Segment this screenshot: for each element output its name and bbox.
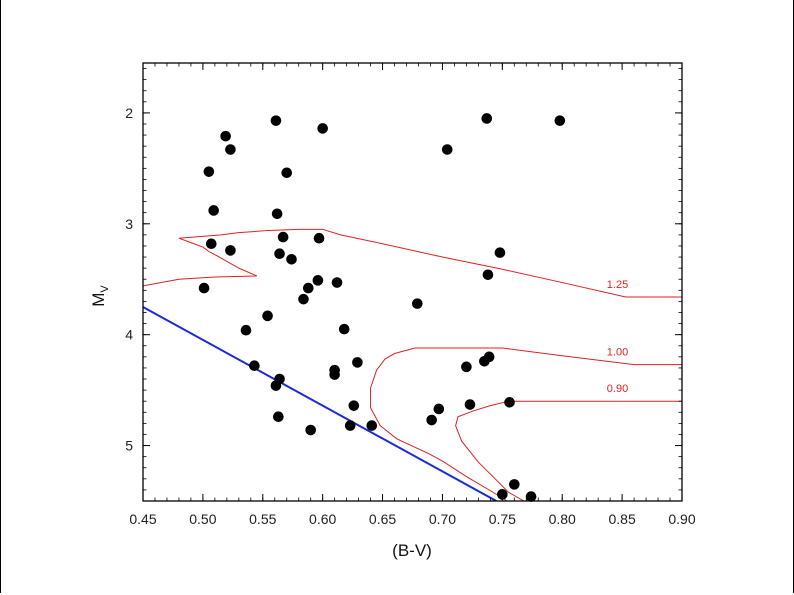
data-point bbox=[509, 479, 520, 490]
data-point bbox=[198, 282, 210, 294]
data-point bbox=[482, 269, 494, 281]
data-point bbox=[461, 361, 472, 373]
x-axis-title: (B-V) bbox=[392, 541, 432, 560]
data-point bbox=[504, 397, 515, 408]
x-tick-label: 0.65 bbox=[369, 511, 396, 527]
x-tick-label: 0.60 bbox=[309, 511, 336, 527]
data-point bbox=[305, 424, 316, 436]
data-point bbox=[366, 420, 378, 431]
x-tick-label: 0.50 bbox=[189, 511, 216, 527]
data-point bbox=[225, 144, 236, 155]
data-point bbox=[225, 245, 236, 256]
data-point bbox=[344, 420, 356, 431]
data-point bbox=[348, 400, 360, 411]
data-point bbox=[220, 130, 231, 142]
data-point bbox=[312, 275, 324, 286]
curves-layer bbox=[143, 228, 682, 501]
data-point bbox=[441, 144, 453, 155]
data-point bbox=[298, 293, 309, 305]
data-point bbox=[494, 247, 506, 258]
isochrone-0-90-label: 0.90 bbox=[607, 383, 628, 395]
data-point bbox=[277, 231, 289, 243]
data-point bbox=[281, 167, 293, 179]
x-tick-label: 0.90 bbox=[668, 511, 695, 527]
points-layer bbox=[198, 113, 566, 502]
y-tick-label: 2 bbox=[125, 105, 133, 121]
data-point bbox=[262, 310, 273, 322]
data-point bbox=[205, 238, 217, 250]
x-tick-label: 0.75 bbox=[489, 511, 516, 527]
isochrone-1-00-label: 1.00 bbox=[607, 347, 628, 359]
y-axis-title-main: M bbox=[89, 293, 108, 307]
data-point bbox=[286, 253, 297, 265]
y-axis-title: MV bbox=[89, 285, 111, 307]
ticks-layer bbox=[142, 63, 683, 502]
data-point bbox=[302, 282, 314, 294]
data-point bbox=[274, 248, 285, 260]
isochrone-0-90-curve bbox=[455, 400, 682, 501]
data-point bbox=[240, 324, 252, 336]
data-point bbox=[270, 380, 282, 391]
isochrone-1-00-curve bbox=[370, 347, 682, 501]
data-point bbox=[331, 277, 343, 288]
x-tick-label: 0.85 bbox=[608, 511, 635, 527]
labels-layer: 1.25 1.00 0.90 0.45 0.50 0.55 0.60 0.65 0.70 0.75… bbox=[125, 105, 696, 527]
data-point bbox=[411, 298, 423, 309]
x-tick-label: 0.70 bbox=[429, 511, 456, 527]
data-point bbox=[525, 491, 537, 502]
data-point bbox=[426, 414, 437, 426]
isochrone-1-25-curve bbox=[143, 228, 682, 298]
data-point bbox=[270, 115, 282, 126]
data-point bbox=[249, 360, 260, 372]
zams-line bbox=[143, 306, 497, 501]
data-point bbox=[464, 399, 476, 410]
isochrone-1-25-label: 1.25 bbox=[607, 279, 628, 291]
data-point bbox=[313, 232, 325, 244]
data-point bbox=[479, 355, 490, 367]
y-tick-label: 4 bbox=[125, 327, 133, 343]
data-point bbox=[329, 369, 340, 380]
plot-area-border bbox=[142, 62, 683, 502]
data-point bbox=[352, 357, 363, 368]
data-point bbox=[273, 411, 284, 423]
data-point bbox=[338, 323, 350, 335]
x-tick-label: 0.80 bbox=[549, 511, 576, 527]
y-axis-title-sub: V bbox=[99, 285, 111, 293]
data-point bbox=[203, 166, 215, 177]
data-point bbox=[208, 205, 219, 216]
x-tick-label: 0.55 bbox=[249, 511, 276, 527]
data-point bbox=[317, 123, 328, 134]
data-point bbox=[481, 113, 493, 124]
y-tick-label: 5 bbox=[125, 438, 133, 454]
y-tick-label: 3 bbox=[125, 216, 133, 232]
data-point bbox=[433, 403, 445, 415]
data-point bbox=[554, 115, 566, 126]
data-point bbox=[271, 208, 283, 220]
x-tick-label: 0.45 bbox=[129, 511, 156, 527]
